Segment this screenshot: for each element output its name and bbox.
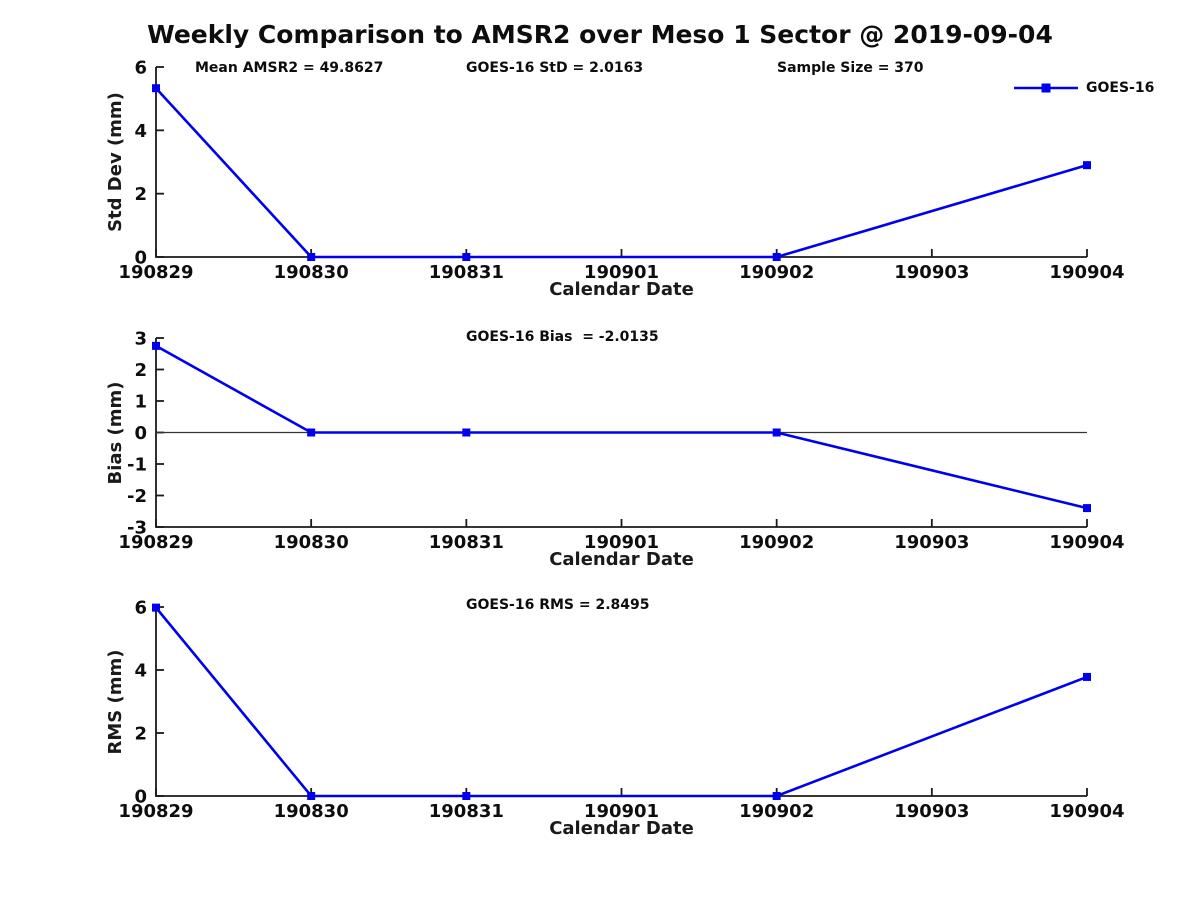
- y-axis-label-bias: Bias (mm): [105, 381, 126, 484]
- subplot-rms: 0 2 4 6 190829 190830 190831 190901 190902 190903…: [118, 598, 1124, 823]
- data-point-marker: [152, 84, 160, 93]
- x-tick-label: 190902: [739, 532, 814, 553]
- x-tick-label: 190903: [894, 262, 969, 283]
- y-tick-label: 0: [134, 248, 147, 269]
- data-point-marker: [1083, 161, 1091, 170]
- data-point-marker: [307, 792, 316, 800]
- legend: GOES-16: [1014, 80, 1154, 96]
- x-tick-label: 190904: [1049, 801, 1124, 822]
- series-line-goes-16: [154, 606, 1088, 798]
- x-tick-label: 190904: [1049, 532, 1124, 553]
- x-tick-label: 190829: [118, 532, 193, 553]
- data-point-marker: [772, 792, 781, 800]
- data-point-marker: [462, 428, 471, 437]
- annotation-std-dev-2: Sample Size = 370: [777, 60, 924, 76]
- x-axis-label-bias: Calendar Date: [549, 549, 694, 570]
- y-tick-label: 0: [134, 787, 147, 808]
- y-tick-label: 1: [134, 392, 147, 413]
- y-tick-label: 4: [134, 121, 147, 142]
- x-tick-label: 190901: [584, 801, 659, 822]
- subplot-std-dev: 0 2 4 6 190829 190830 190831 190901 190902 190903…: [118, 58, 1124, 284]
- annotation-rms-0: GOES-16 RMS = 2.8495: [466, 597, 650, 613]
- y-tick-label: -3: [127, 518, 147, 539]
- x-tick-label: 190902: [739, 801, 814, 822]
- x-tick-label: 190829: [118, 801, 193, 822]
- y-tick-label: 2: [134, 184, 147, 205]
- data-point-marker: [462, 792, 471, 800]
- x-tick-label: 190903: [894, 801, 969, 822]
- axis-spines: [155, 607, 1087, 797]
- x-tick-label: 190830: [274, 532, 349, 553]
- series-line-goes-16: [155, 87, 1088, 259]
- data-point-marker: [462, 253, 471, 261]
- x-axis-label-std-dev: Calendar Date: [549, 279, 694, 300]
- legend-marker-icon: [1041, 83, 1051, 93]
- data-point-marker: [152, 603, 160, 612]
- y-tick-label: 4: [134, 661, 147, 682]
- data-point-marker: [1083, 504, 1091, 513]
- data-point-marker: [772, 428, 781, 437]
- data-point-marker: [772, 253, 781, 261]
- x-tick-label: 190830: [274, 801, 349, 822]
- y-tick-label: -1: [127, 455, 147, 476]
- x-tick-label: 190831: [429, 262, 504, 283]
- figure-title: Weekly Comparison to AMSR2 over Meso 1 S…: [147, 20, 1053, 49]
- data-point-marker: [307, 428, 316, 437]
- y-axis-label-rms: RMS (mm): [105, 649, 126, 754]
- series-line-goes-16: [155, 344, 1088, 510]
- y-tick-label: 2: [134, 724, 147, 745]
- x-tick-label: 190904: [1049, 262, 1124, 283]
- legend-line-sample: [1014, 83, 1078, 93]
- y-tick-label: 6: [134, 58, 147, 79]
- x-axis-label-rms: Calendar Date: [549, 818, 694, 839]
- x-tick-label: 190830: [274, 262, 349, 283]
- annotation-bias-0: GOES-16 Bias = -2.0135: [466, 329, 659, 345]
- axis-spines: [155, 67, 1087, 258]
- x-tick-label: 190902: [739, 262, 814, 283]
- y-tick-label: 6: [134, 598, 147, 619]
- y-tick-label: 2: [134, 360, 147, 381]
- y-tick-label: 3: [134, 329, 147, 350]
- data-point-marker: [152, 341, 160, 350]
- data-point-marker: [307, 253, 316, 261]
- x-tick-label: 190829: [118, 262, 193, 283]
- x-tick-label: 190831: [429, 801, 504, 822]
- annotation-std-dev-0: Mean AMSR2 = 49.8627: [195, 60, 384, 76]
- y-axis-label-std-dev: Std Dev (mm): [105, 92, 126, 232]
- legend-label: GOES-16: [1086, 80, 1155, 96]
- annotation-std-dev-1: GOES-16 StD = 2.0163: [466, 60, 644, 76]
- x-tick-label: 190901: [584, 262, 659, 283]
- data-point-marker: [1083, 672, 1091, 681]
- x-tick-label: 190831: [429, 532, 504, 553]
- x-tick-label: 190903: [894, 532, 969, 553]
- y-tick-label: -2: [127, 486, 147, 507]
- y-tick-label: 0: [134, 423, 147, 444]
- x-tick-label: 190901: [584, 532, 659, 553]
